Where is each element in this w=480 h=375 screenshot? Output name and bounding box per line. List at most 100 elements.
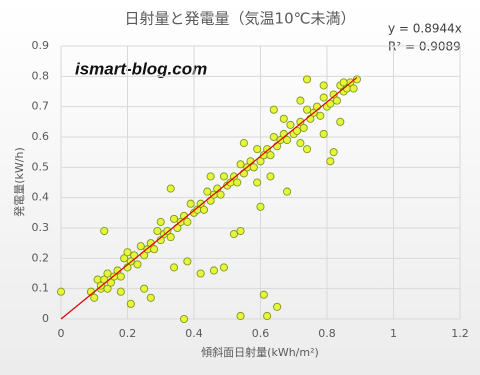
point — [329, 148, 338, 157]
point — [166, 184, 175, 193]
y-tick-label: 0.7 — [32, 100, 50, 113]
x-tick-label: 0 — [58, 327, 65, 340]
point — [326, 157, 335, 166]
point — [100, 226, 109, 236]
point — [229, 230, 238, 239]
point — [169, 214, 179, 223]
point — [196, 269, 205, 278]
x-tick-label: 1.2 — [451, 327, 469, 340]
point — [219, 172, 228, 181]
point — [179, 314, 189, 324]
point — [56, 287, 66, 296]
point — [253, 145, 262, 154]
point — [183, 217, 192, 226]
point — [236, 160, 245, 169]
point — [140, 284, 149, 293]
point — [229, 172, 238, 181]
point — [339, 78, 348, 87]
point — [150, 245, 159, 254]
point — [352, 75, 361, 84]
y-tick-label: 0.3 — [32, 221, 50, 234]
point — [196, 199, 205, 208]
point — [283, 135, 292, 145]
point — [216, 190, 225, 199]
point — [256, 157, 265, 166]
point — [263, 145, 272, 154]
x-axis-label: 傾斜面日射量(kWh/m²) — [201, 345, 319, 359]
point — [273, 302, 282, 311]
point — [319, 129, 328, 139]
point — [146, 293, 155, 302]
point — [186, 199, 195, 208]
watermark: ismart-blog.com — [75, 59, 207, 78]
point — [219, 263, 228, 272]
point — [199, 205, 209, 214]
point — [283, 187, 292, 196]
point — [169, 263, 179, 272]
x-tick-label: 0.2 — [119, 327, 137, 340]
point — [116, 287, 125, 296]
point — [253, 178, 262, 187]
point — [163, 226, 172, 236]
point — [269, 132, 278, 142]
point — [319, 81, 328, 90]
point — [123, 248, 132, 257]
point — [302, 145, 312, 154]
equation: y = 0.8944x — [388, 22, 462, 36]
y-tick-label: 0.9 — [32, 39, 50, 52]
point — [263, 311, 272, 321]
chart-title: 日射量と発電量（気温10℃未満） — [125, 10, 356, 28]
y-tick-label: 0.6 — [32, 130, 50, 143]
point — [299, 123, 308, 132]
point — [279, 114, 288, 123]
point — [296, 96, 305, 105]
point — [336, 117, 345, 126]
point — [326, 99, 335, 108]
point — [236, 226, 245, 236]
point — [349, 84, 358, 93]
y-tick-label: 0.4 — [32, 191, 50, 204]
point — [259, 290, 268, 299]
point — [183, 257, 192, 266]
point — [302, 75, 312, 84]
point — [233, 178, 242, 187]
point — [206, 172, 215, 181]
y-axis-label: 発電量(kW/h) — [12, 147, 26, 217]
point — [319, 93, 328, 102]
point — [316, 111, 325, 120]
point — [156, 217, 165, 226]
point — [90, 293, 99, 302]
point — [236, 311, 245, 321]
point — [153, 226, 162, 236]
x-tick-label: 0.8 — [318, 327, 336, 340]
point — [312, 102, 322, 111]
point — [266, 151, 275, 160]
point — [286, 120, 295, 129]
point — [296, 117, 305, 126]
point — [329, 90, 338, 99]
trendline — [60, 77, 358, 320]
y-tick-label: 0.8 — [32, 69, 50, 82]
point — [120, 254, 129, 263]
point — [166, 233, 175, 242]
y-tick-label: 0 — [42, 312, 49, 325]
y-tick-label: 0.5 — [32, 160, 50, 173]
x-tick-label: 0.6 — [252, 327, 270, 340]
point — [293, 126, 302, 135]
point — [116, 272, 125, 281]
point — [302, 105, 312, 114]
point — [126, 299, 135, 308]
point — [332, 96, 342, 105]
point — [203, 187, 212, 196]
y-tick-label: 0.1 — [32, 282, 50, 295]
y-tick-label: 0.2 — [32, 251, 50, 264]
point — [256, 202, 265, 211]
point — [133, 260, 142, 269]
point — [103, 269, 112, 278]
point — [249, 163, 258, 172]
point — [296, 139, 305, 148]
x-tick-label: 1 — [390, 327, 397, 340]
point — [239, 139, 248, 148]
point — [269, 105, 278, 114]
